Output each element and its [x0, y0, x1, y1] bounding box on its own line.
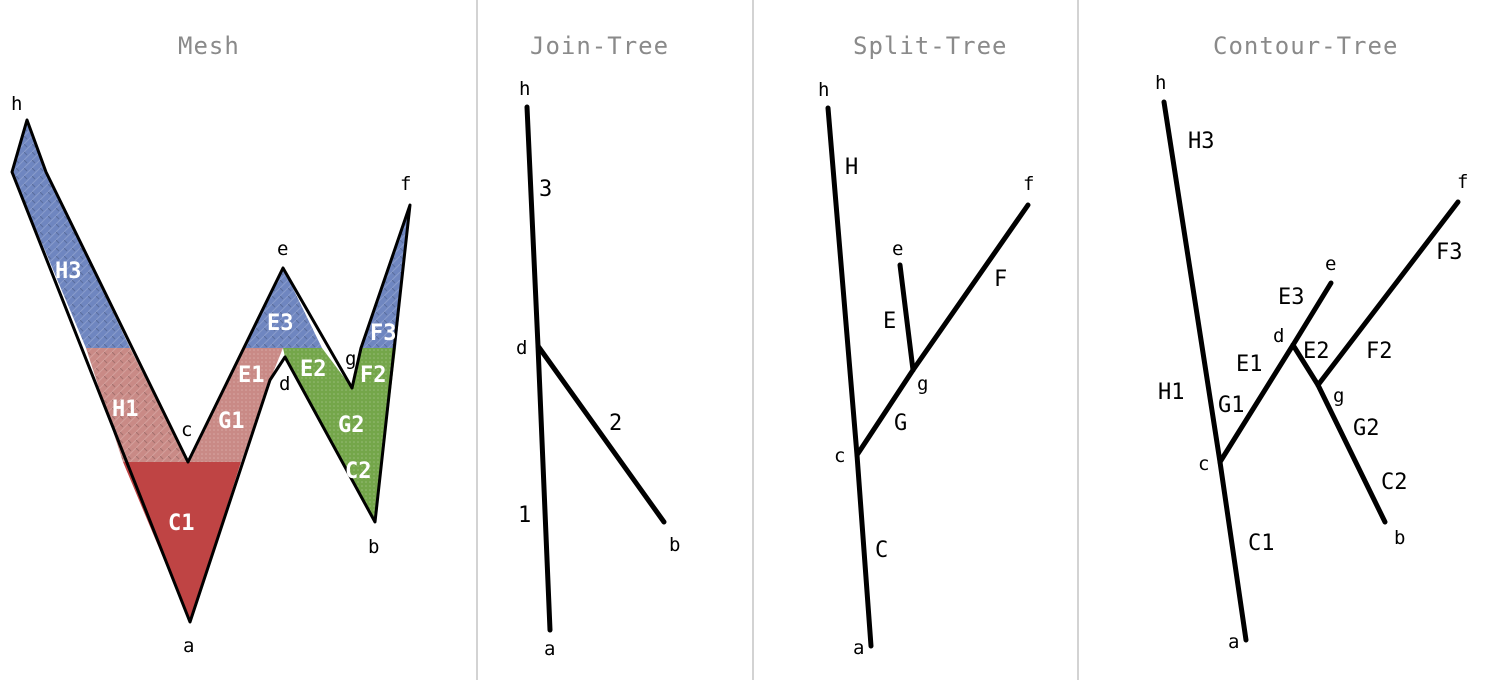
divider-3 [1077, 0, 1079, 680]
join-edge-2 [535, 343, 667, 525]
mesh-label-e3: E3 [267, 311, 294, 336]
contour-edge-label-e3: E3 [1278, 285, 1305, 310]
mesh-label-f3: F3 [370, 321, 397, 346]
contour-edge-e3 [1290, 280, 1334, 348]
join-edge-3 [524, 104, 541, 349]
split-edge-g [854, 367, 916, 458]
mesh-label-g1: G1 [218, 409, 245, 434]
split-edge-e [897, 262, 916, 373]
split-edge-label-h: H [845, 155, 858, 180]
mesh-label-h1: H1 [112, 397, 139, 422]
contour-edge-g1-e1 [1217, 342, 1296, 465]
divider-2 [752, 0, 754, 680]
split-edge-f [910, 202, 1031, 373]
split-edge-label-f: F [994, 267, 1007, 292]
split-edge-label-c: C [875, 538, 888, 563]
mesh-label-g2: G2 [338, 413, 365, 438]
divider-1 [476, 0, 478, 680]
contour-edge-label-f3: F3 [1436, 240, 1463, 265]
contour-edge-label-h1: H1 [1158, 380, 1185, 405]
contour-edge-label-c2: C2 [1381, 470, 1408, 495]
mesh-outline [10, 118, 412, 624]
join-edge-label-3: 3 [539, 177, 552, 202]
contour-edge-label-c1: C1 [1248, 531, 1275, 556]
mesh-region-c1 [123, 462, 241, 622]
split-vertex-f: f [1023, 173, 1034, 195]
join-vertex-b: b [669, 534, 680, 556]
contour-vertex-f: f [1457, 171, 1468, 193]
mesh-vertex-b: b [368, 536, 379, 558]
contour-edge-h [1161, 99, 1223, 465]
mesh-panel: H3 H1 C1 G1 E1 E3 E2 F3 F2 G2 C2 h c e d… [10, 93, 412, 657]
split-edge-c [854, 452, 874, 649]
split-edge-label-g: G [894, 411, 907, 436]
contour-vertex-a: a [1228, 631, 1239, 653]
mesh-vertex-c: c [181, 419, 192, 441]
join-vertex-h: h [519, 78, 530, 100]
split-vertex-a: a [853, 637, 864, 659]
split-vertex-c: c [834, 445, 845, 467]
contour-tree-panel: h e f d g c a b H3 H1 E3 E1 E2 G1 F3 F2 … [1155, 72, 1468, 653]
split-edge-label-e: E [883, 309, 896, 334]
split-tree-panel: h e f g c a H E F G C [818, 79, 1034, 659]
mesh-vertex-d: d [279, 373, 290, 395]
contour-edge-c1 [1217, 459, 1249, 643]
split-vertex-g: g [917, 373, 928, 395]
mesh-label-h3: H3 [55, 259, 82, 284]
split-vertex-e: e [892, 238, 903, 260]
contour-edge-label-e2: E2 [1303, 339, 1330, 364]
split-vertex-h: h [818, 79, 829, 101]
mesh-title: Mesh [178, 32, 240, 60]
mesh-label-e1: E1 [238, 363, 265, 388]
contour-vertex-b: b [1394, 527, 1405, 549]
mesh-vertex-e: e [277, 238, 288, 260]
contour-edge-label-e1: E1 [1236, 352, 1263, 377]
contour-edge-label-h3: H3 [1188, 129, 1215, 154]
contour-edge-e2 [1290, 342, 1321, 388]
mesh-vertex-g: g [345, 348, 356, 370]
join-tree-title: Join-Tree [530, 32, 670, 60]
contour-vertex-c: c [1198, 453, 1209, 475]
contour-vertex-g: g [1333, 385, 1344, 407]
join-edge-label-2: 2 [609, 411, 622, 436]
mesh-vertex-h: h [11, 93, 22, 115]
contour-edge-label-g1: G1 [1218, 393, 1245, 418]
join-vertex-a: a [544, 638, 555, 660]
contour-vertex-d: d [1273, 325, 1284, 347]
join-vertex-d: d [516, 337, 527, 359]
mesh-vertex-f: f [400, 173, 411, 195]
split-tree-title: Split-Tree [853, 32, 1008, 60]
mesh-vertex-a: a [183, 635, 194, 657]
mesh-label-e2: E2 [300, 357, 327, 382]
join-edge-label-1: 1 [518, 503, 531, 528]
contour-edge-label-f2: F2 [1366, 339, 1393, 364]
mesh-label-c1: C1 [168, 511, 195, 536]
mesh-label-f2: F2 [360, 363, 387, 388]
contour-edge-f [1315, 199, 1461, 388]
contour-tree-title: Contour-Tree [1213, 32, 1399, 60]
contour-vertex-h: h [1155, 72, 1166, 94]
contour-edge-g2-c2 [1315, 382, 1388, 525]
contour-edge-label-g2: G2 [1353, 416, 1380, 441]
join-edge-1 [535, 343, 553, 633]
split-edge-h [825, 105, 860, 458]
contour-vertex-e: e [1325, 253, 1336, 275]
mesh-label-c2: C2 [345, 459, 372, 484]
join-tree-panel: h d a b 3 2 1 [516, 78, 680, 660]
